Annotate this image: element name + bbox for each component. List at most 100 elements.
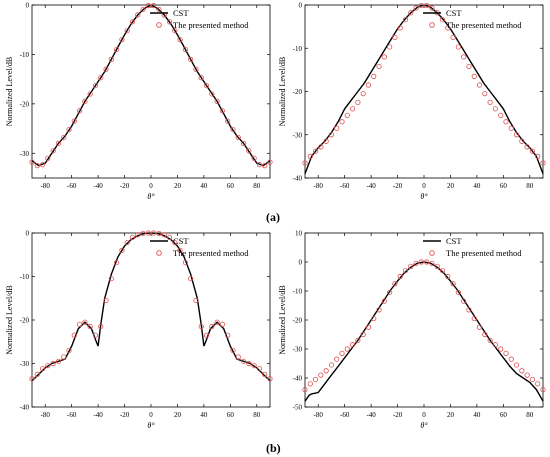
series-point-presented-method	[251, 155, 257, 161]
y-tick-label: -10	[20, 273, 30, 281]
x-tick-label: -20	[393, 182, 403, 190]
series-point-presented-method	[103, 297, 109, 304]
series-point-presented-method	[193, 297, 199, 304]
series-point-presented-method	[92, 332, 99, 338]
x-tick-label: 80	[253, 182, 261, 190]
series-point-presented-method	[219, 321, 225, 327]
series-point-presented-method	[392, 281, 398, 287]
series-point-presented-method	[413, 5, 419, 11]
series-point-presented-method	[328, 362, 335, 368]
series-point-presented-method	[503, 119, 509, 125]
series-point-presented-method	[50, 148, 56, 154]
y-tick-label: -20	[20, 100, 30, 108]
chart-panel-top-right: -80 -60 -40 -20 0 20 40 60 80 -40 -30 -20 -10 0 θ° Norm…	[278, 2, 546, 201]
series-point-presented-method	[140, 6, 146, 13]
series-point-presented-method	[71, 118, 77, 124]
y-tick-label: 0	[26, 2, 30, 10]
x-tick-label: -40	[366, 411, 376, 419]
x-tick-label: 40	[473, 182, 481, 190]
series-point-presented-method	[108, 276, 114, 282]
series-point-presented-method	[203, 332, 210, 338]
series-point-presented-method	[503, 350, 509, 356]
series-point-presented-method	[161, 232, 167, 238]
caption-a: (a)	[266, 210, 280, 224]
series-point-presented-method	[392, 34, 398, 41]
series-point-presented-method	[66, 347, 72, 354]
y-tick-label: -30	[20, 150, 30, 158]
series-point-presented-method	[487, 99, 493, 105]
y-tick-label: -30	[20, 360, 30, 368]
legend-label-presented-method: The presented method	[446, 248, 522, 258]
series-point-presented-method	[140, 230, 146, 237]
series-point-presented-method	[98, 75, 104, 81]
series-point-presented-method	[461, 54, 467, 60]
series-point-presented-method	[397, 273, 403, 280]
series-point-presented-method	[240, 358, 247, 364]
series-point-presented-method	[387, 44, 393, 50]
series-point-presented-method	[450, 281, 456, 287]
y-tick-label: -10	[293, 45, 303, 53]
series-point-presented-method	[461, 298, 467, 304]
series-point-presented-method	[166, 19, 173, 25]
series-point-presented-method	[476, 324, 483, 330]
series-point-presented-method	[471, 315, 477, 322]
x-tick-label: 40	[200, 411, 208, 419]
series-point-presented-method	[230, 347, 236, 354]
series-point-presented-method	[240, 140, 247, 146]
series-point-presented-method	[445, 273, 451, 280]
series-line-cst	[304, 261, 544, 402]
caption-b: (b)	[266, 441, 281, 455]
series-point-presented-method	[492, 342, 498, 348]
series-point-presented-method	[349, 106, 356, 112]
x-tick-label: 0	[422, 182, 426, 190]
y-tick-label: 0	[299, 2, 303, 10]
x-axis-label: θ°	[147, 421, 155, 430]
series-point-presented-method	[34, 371, 40, 377]
series-point-presented-method	[455, 289, 461, 296]
series-point-presented-method	[262, 371, 268, 377]
series-point-presented-method	[302, 160, 308, 166]
x-tick-label: -80	[314, 182, 324, 190]
series-point-presented-method	[339, 350, 345, 356]
y-tick-label: -40	[20, 404, 30, 412]
series-point-presented-method	[376, 63, 382, 70]
series-point-presented-method	[371, 315, 377, 322]
x-tick-label: -20	[120, 411, 130, 419]
x-tick-label: 40	[473, 411, 481, 419]
series-point-presented-method	[466, 307, 472, 313]
series-point-presented-method	[408, 263, 414, 269]
x-tick-label: -40	[93, 411, 103, 419]
x-tick-label: 60	[500, 411, 508, 419]
series-point-presented-method	[114, 259, 120, 266]
series-point-presented-method	[360, 331, 366, 338]
series-point-presented-method	[429, 260, 435, 267]
series-point-presented-method	[262, 163, 268, 169]
series-point-presented-method	[524, 144, 530, 150]
x-tick-label: 40	[200, 182, 208, 190]
series-point-presented-method	[498, 112, 504, 118]
series-point-presented-method	[256, 366, 263, 372]
series-point-presented-method	[124, 28, 130, 34]
series-point-presented-method	[256, 162, 263, 168]
series-point-presented-method	[34, 163, 40, 169]
series-point-presented-method	[246, 360, 252, 367]
y-tick-label: -20	[20, 317, 30, 325]
series-point-presented-method	[198, 75, 204, 81]
series-point-presented-method	[498, 346, 504, 352]
x-tick-label: 60	[227, 411, 235, 419]
series-point-presented-method	[193, 66, 199, 72]
series-point-presented-method	[177, 247, 183, 253]
x-tick-label: -80	[41, 182, 51, 190]
y-tick-label: 10	[295, 230, 303, 238]
series-point-presented-method	[61, 134, 67, 141]
series-point-presented-method	[376, 307, 382, 313]
series-point-presented-method	[182, 259, 188, 266]
series-point-presented-method	[476, 82, 483, 88]
series-point-presented-method	[381, 298, 387, 304]
series-point-presented-method	[251, 363, 257, 369]
series-point-presented-method	[77, 108, 83, 114]
series-point-presented-method	[77, 321, 83, 327]
series-point-presented-method	[119, 36, 125, 43]
series-point-presented-method	[402, 268, 409, 274]
